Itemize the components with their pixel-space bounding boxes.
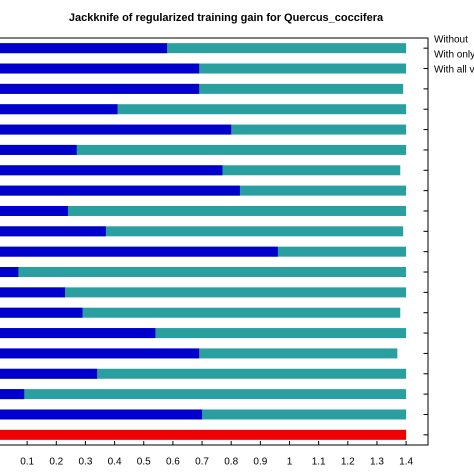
- x-tick-label: 0.9: [253, 457, 267, 468]
- bar: [0, 429, 407, 440]
- bar: [0, 144, 77, 155]
- x-tick-label: 1.3: [370, 457, 384, 468]
- bar: [0, 287, 66, 298]
- bar: [0, 83, 200, 94]
- bar: [0, 246, 278, 257]
- x-tick-label: 0.5: [137, 457, 151, 468]
- bar: [0, 104, 407, 115]
- bar: [0, 348, 200, 359]
- x-tick-label: 1: [287, 457, 293, 468]
- bar: [0, 307, 401, 318]
- x-tick-label: 0.6: [166, 457, 180, 468]
- bar: [0, 389, 25, 400]
- bar: [0, 43, 168, 54]
- bar: [0, 165, 223, 176]
- bar: [0, 205, 407, 216]
- bar: [0, 409, 203, 420]
- bar: [0, 205, 68, 216]
- x-tick-label: 0.3: [78, 457, 92, 468]
- bar: [0, 144, 407, 155]
- bar: [0, 307, 83, 318]
- bar: [0, 43, 407, 54]
- bar: [0, 63, 200, 74]
- bar: [0, 124, 232, 135]
- x-tick-label: 1.2: [341, 457, 355, 468]
- bar: [0, 83, 404, 94]
- bar: [0, 226, 106, 237]
- bar: [0, 226, 404, 237]
- bar: [0, 185, 240, 196]
- x-tick-label: 1.1: [312, 457, 326, 468]
- bar: [0, 287, 407, 298]
- bar: [0, 104, 118, 115]
- bar: [0, 328, 407, 339]
- x-tick-label: 0.2: [49, 457, 63, 468]
- legend-label: With only: [434, 50, 474, 61]
- x-tick-label: 1.4: [399, 457, 413, 468]
- plot-frame: [0, 37, 429, 446]
- bar: [0, 328, 156, 339]
- x-tick-label: 0.1: [20, 457, 34, 468]
- bar: [0, 267, 407, 278]
- bar: [0, 63, 407, 74]
- x-tick-label: 0.4: [108, 457, 122, 468]
- x-tick-label: 0.8: [224, 457, 238, 468]
- bar: [0, 389, 407, 400]
- x-tick-label: 0.7: [195, 457, 209, 468]
- legend-label: Without: [434, 35, 468, 46]
- bar: [0, 267, 19, 278]
- chart-title: Jackknife of regularized training gain f…: [69, 12, 384, 24]
- bar: [0, 368, 98, 379]
- bar: [0, 409, 407, 420]
- bar: [0, 368, 407, 379]
- legend-label: With all v: [434, 65, 474, 76]
